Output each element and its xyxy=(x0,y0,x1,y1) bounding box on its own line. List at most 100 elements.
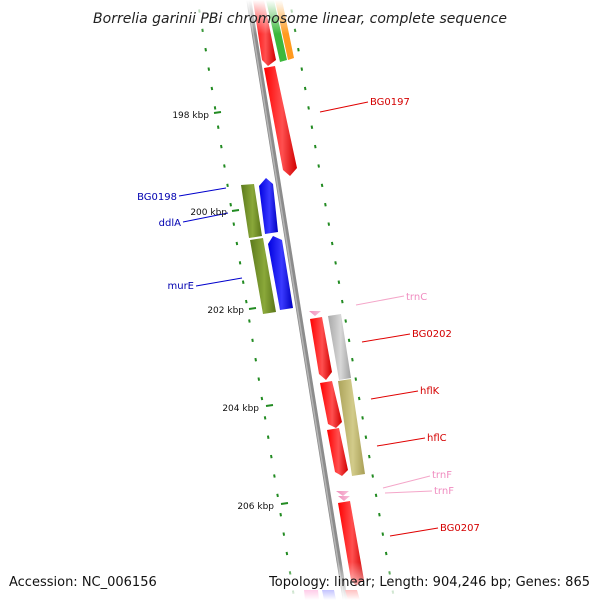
guide-dot-right xyxy=(310,125,314,129)
guide-dot-left xyxy=(248,319,251,323)
gene-trnc xyxy=(309,311,321,316)
guide-dot-left xyxy=(260,396,264,401)
guide-dot-left xyxy=(276,493,279,498)
label-bg0198[interactable]: BG0198 xyxy=(137,192,177,203)
label-hflk[interactable]: hflK xyxy=(420,386,440,397)
leader-bg0207 xyxy=(389,527,439,537)
label-mure[interactable]: murE xyxy=(167,281,194,292)
leader-trnf-1 xyxy=(382,475,431,489)
guide-dot-left xyxy=(279,512,282,517)
guide-dot-left xyxy=(245,299,248,304)
backbone-highlight xyxy=(247,0,345,600)
guide-dot-right xyxy=(303,86,307,91)
tick-label-202: 202 kbp xyxy=(207,306,244,316)
map-title: Borrelia garinii PBi chromosome linear, … xyxy=(93,11,507,27)
guide-dot-right xyxy=(364,435,368,439)
tick-label-198: 198 kbp xyxy=(172,111,209,121)
tick-label-206: 206 kbp xyxy=(237,502,274,512)
leader-bg0197 xyxy=(319,101,369,113)
scale-ticks: 198 kbp 200 kbp 202 kbp 204 kbp 206 kbp xyxy=(172,111,289,512)
guide-dot-right xyxy=(320,183,324,188)
guide-dot-right xyxy=(330,241,334,246)
guide-dot-right xyxy=(347,338,351,343)
guide-dot-left xyxy=(204,47,207,52)
guide-dot-right xyxy=(334,261,337,265)
gene-trnf-2 xyxy=(338,496,350,501)
guide-dot-right xyxy=(384,551,388,556)
guide-dot-left xyxy=(226,183,229,188)
guide-dot-right xyxy=(327,222,331,226)
guide-dot-left xyxy=(241,280,245,284)
guide-dot-right xyxy=(344,319,347,323)
label-hflc[interactable]: hflC xyxy=(427,433,447,444)
gene-grey xyxy=(328,314,351,380)
label-bg0197[interactable]: BG0197 xyxy=(370,97,410,108)
label-bg0207[interactable]: BG0207 xyxy=(440,523,480,534)
guide-dot-left xyxy=(263,416,267,420)
guide-dot-left xyxy=(238,261,242,265)
tick-204 xyxy=(265,404,274,407)
guide-dot-right xyxy=(381,532,385,536)
guide-dot-left xyxy=(223,164,226,168)
leader-hflc xyxy=(376,437,426,447)
gene-khaki xyxy=(338,379,365,476)
tick-198 xyxy=(213,111,222,114)
gene-ddla xyxy=(241,184,262,238)
guide-dot-left xyxy=(251,338,254,343)
label-trnf-1[interactable]: trnF xyxy=(432,470,452,481)
guide-dot-right xyxy=(378,512,381,517)
guide-dot-left xyxy=(266,435,270,439)
leader-lines xyxy=(178,101,439,537)
top-fade xyxy=(0,0,600,34)
guide-dot-left xyxy=(235,241,239,246)
bottom-fade xyxy=(0,562,600,600)
guide-dot-right xyxy=(300,67,304,71)
backbone-line xyxy=(246,0,348,600)
guide-dot-right xyxy=(307,106,310,110)
leader-bg0202 xyxy=(361,333,411,343)
guide-dot-right xyxy=(354,377,358,381)
leader-bg0198 xyxy=(178,187,227,197)
guide-dot-right xyxy=(337,280,341,284)
label-trnf-2[interactable]: trnF xyxy=(434,486,454,497)
guide-dot-left xyxy=(210,86,214,91)
guide-dot-right xyxy=(351,357,354,362)
guide-dot-left xyxy=(213,106,217,110)
guide-dot-right xyxy=(324,202,327,207)
gene-hflk xyxy=(320,381,342,428)
guide-dot-left xyxy=(232,222,236,226)
guide-dot-left xyxy=(216,125,220,129)
gene-bg0197 xyxy=(264,66,297,176)
guide-dot-left xyxy=(270,454,273,459)
label-bg0202[interactable]: BG0202 xyxy=(412,329,452,340)
summary-text: Topology: linear; Length: 904,246 bp; Ge… xyxy=(268,575,590,590)
tick-200 xyxy=(231,209,240,212)
gene-hflc xyxy=(327,428,348,476)
leader-trnf-2 xyxy=(384,490,433,494)
guide-dot-right xyxy=(314,144,317,149)
leader-mure xyxy=(195,277,243,287)
guide-dot-right xyxy=(374,493,378,498)
guide-dot-right xyxy=(357,396,361,401)
gene-bg0198 xyxy=(259,178,278,234)
guide-dot-right xyxy=(361,416,364,420)
label-ddla[interactable]: ddlA xyxy=(159,218,181,229)
tick-202 xyxy=(248,307,257,310)
label-trnc[interactable]: trnC xyxy=(406,292,427,303)
leader-hflk xyxy=(370,390,419,400)
guide-dot-right xyxy=(371,474,374,478)
leader-ddla xyxy=(182,212,229,223)
guide-dot-left xyxy=(229,202,232,207)
guide-dot-left xyxy=(282,532,286,536)
guide-dot-left xyxy=(254,357,257,362)
guide-dot-left xyxy=(257,377,261,381)
gene-mure xyxy=(268,236,293,310)
tick-206 xyxy=(280,502,289,505)
gene-trnf-1 xyxy=(336,491,349,496)
gene-bg0202 xyxy=(310,317,332,380)
guide-dot-left xyxy=(207,67,211,71)
leader-trnc xyxy=(355,295,405,306)
gene-labels: BG0197 BG0198 ddlA murE trnC BG0202 hflK… xyxy=(137,97,480,534)
guide-dot-right xyxy=(341,299,344,304)
